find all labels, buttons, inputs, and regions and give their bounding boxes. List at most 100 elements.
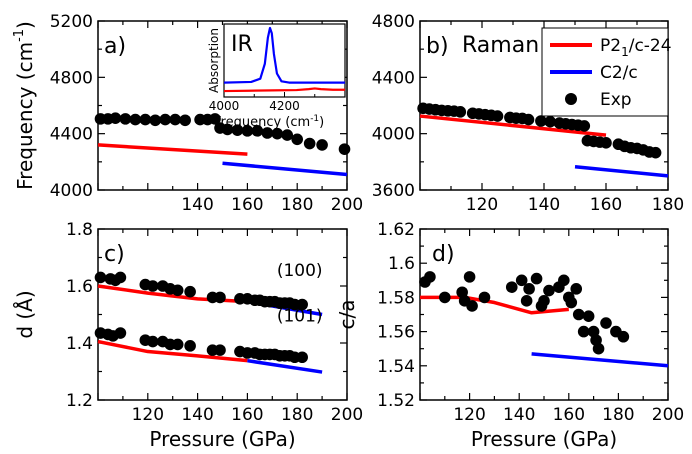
- exp-data-point: [214, 344, 226, 356]
- exp-data-point: [184, 285, 196, 298]
- exp-data-point: [119, 113, 132, 125]
- exp-data-point: [171, 338, 184, 351]
- x-tick-label: 180: [652, 195, 684, 215]
- exp-data-point: [578, 120, 591, 132]
- y-tick-label: 1.54: [377, 357, 415, 377]
- exp-data-point: [129, 113, 142, 126]
- y-tick-label: 4400: [50, 125, 93, 145]
- series-line-c2c: [247, 358, 323, 374]
- exp-data-point: [570, 283, 583, 295]
- exp-data-point: [522, 113, 535, 126]
- x-tick-label: 160: [231, 405, 263, 425]
- y-axis-label: Frequency (cm-1): [12, 21, 37, 190]
- exp-data-point: [179, 114, 191, 127]
- exp-data-point: [543, 284, 555, 297]
- series-line-p21c24: [97, 143, 248, 156]
- exp-data-point: [577, 325, 590, 338]
- inset-x-tick-label: 4200: [269, 99, 300, 113]
- exp-data-point: [538, 295, 550, 307]
- x-tick-label: 160: [231, 195, 263, 215]
- inset-y-axis-label: Absorption: [207, 28, 221, 93]
- panel-label: b): [426, 34, 449, 59]
- x-tick-label: 200: [331, 405, 363, 425]
- exp-data-point: [209, 113, 221, 125]
- y-tick-label: 4800: [50, 68, 93, 88]
- inset-line-c2c: [223, 26, 345, 84]
- exp-data-point: [505, 281, 518, 293]
- exp-data-point: [316, 139, 328, 151]
- x-tick-label: 160: [590, 195, 622, 215]
- exp-data-point: [600, 317, 612, 329]
- x-tick-label: 120: [466, 195, 498, 215]
- exp-data-point: [251, 125, 264, 137]
- exp-data-point: [146, 335, 159, 348]
- legend-entry-label: P21/c-24: [600, 36, 672, 59]
- x-tick-label: 140: [528, 195, 560, 215]
- exp-data-point: [424, 271, 436, 283]
- exp-data-point: [600, 137, 612, 149]
- inset-frame: [223, 23, 346, 98]
- panel-c: 120 140 160 180 200 1.2 1.4 1.6 1.8 c) Pressure (G…: [13, 220, 363, 451]
- y-tick-label: 1.6: [388, 254, 415, 274]
- x-tick-label: 140: [503, 405, 535, 425]
- panel-label: a): [104, 34, 126, 59]
- x-tick-label: 120: [132, 405, 164, 425]
- exp-data-point: [281, 129, 294, 141]
- legend-entry-label: Exp: [600, 90, 632, 110]
- y-axis-label: d (Å): [13, 290, 37, 338]
- miller-index-annotation: (100): [277, 261, 323, 281]
- exp-data-point: [463, 271, 476, 283]
- y-tick-label: 4400: [372, 68, 415, 88]
- panel-label: d): [432, 242, 455, 267]
- inset-line-p21c24: [223, 87, 345, 93]
- exp-data-point: [291, 133, 304, 146]
- series-line-p21c24: [419, 114, 607, 137]
- x-tick-label: 200: [652, 405, 684, 425]
- x-tick-label: 180: [281, 405, 313, 425]
- legend-entry-label: C2/c: [600, 63, 638, 83]
- x-tick-label: 140: [181, 405, 213, 425]
- exp-data-point: [535, 115, 547, 127]
- y-tick-label: 1.6: [66, 277, 93, 297]
- exp-data-point: [241, 125, 254, 137]
- exp-data-point: [271, 127, 284, 140]
- y-tick-label: 1.56: [377, 323, 415, 343]
- exp-data-point: [261, 127, 274, 139]
- exp-data-point: [454, 106, 467, 118]
- panel-title: Raman: [462, 33, 539, 58]
- exp-data-point: [109, 112, 122, 124]
- exp-data-point: [114, 271, 127, 284]
- exp-data-point: [523, 283, 535, 295]
- y-tick-label: 5200: [50, 12, 93, 32]
- y-tick-label: 4000: [372, 125, 415, 145]
- y-tick-label: 1.8: [66, 220, 93, 240]
- x-axis-label: Pressure (GPa): [471, 427, 617, 451]
- y-tick-label: 3600: [372, 181, 415, 201]
- y-tick-label: 4000: [50, 181, 93, 201]
- x-tick-label: 200: [331, 195, 363, 215]
- exp-data-point: [338, 143, 351, 155]
- exp-data-point: [466, 300, 478, 312]
- x-tick-label: 140: [181, 195, 213, 215]
- series-line-c2c: [574, 165, 669, 178]
- exp-data-point: [149, 114, 162, 127]
- x-tick-label: 180: [281, 195, 313, 215]
- exp-data-point: [303, 137, 316, 150]
- panel-a: 140 160 180 200 4000 4400 4800 5200 a) Frequency …: [12, 12, 363, 215]
- x-axis-label: Pressure (GPa): [149, 427, 295, 451]
- exp-data-point: [572, 308, 585, 321]
- exp-data-point: [439, 291, 451, 304]
- y-tick-label: 1.2: [66, 391, 93, 411]
- exp-data-point: [94, 271, 107, 284]
- exp-data-point: [582, 310, 595, 323]
- legend: P21/c-24 C2/c Exp: [541, 27, 672, 117]
- exp-data-point: [169, 113, 181, 126]
- inset-title: IR: [231, 32, 253, 57]
- exp-data-point: [520, 295, 533, 307]
- y-tick-label: 1.4: [66, 334, 93, 354]
- x-tick-label: 180: [602, 405, 634, 425]
- exp-data-point: [296, 298, 308, 311]
- x-tick-label: 160: [553, 405, 585, 425]
- exp-data-point: [146, 280, 159, 292]
